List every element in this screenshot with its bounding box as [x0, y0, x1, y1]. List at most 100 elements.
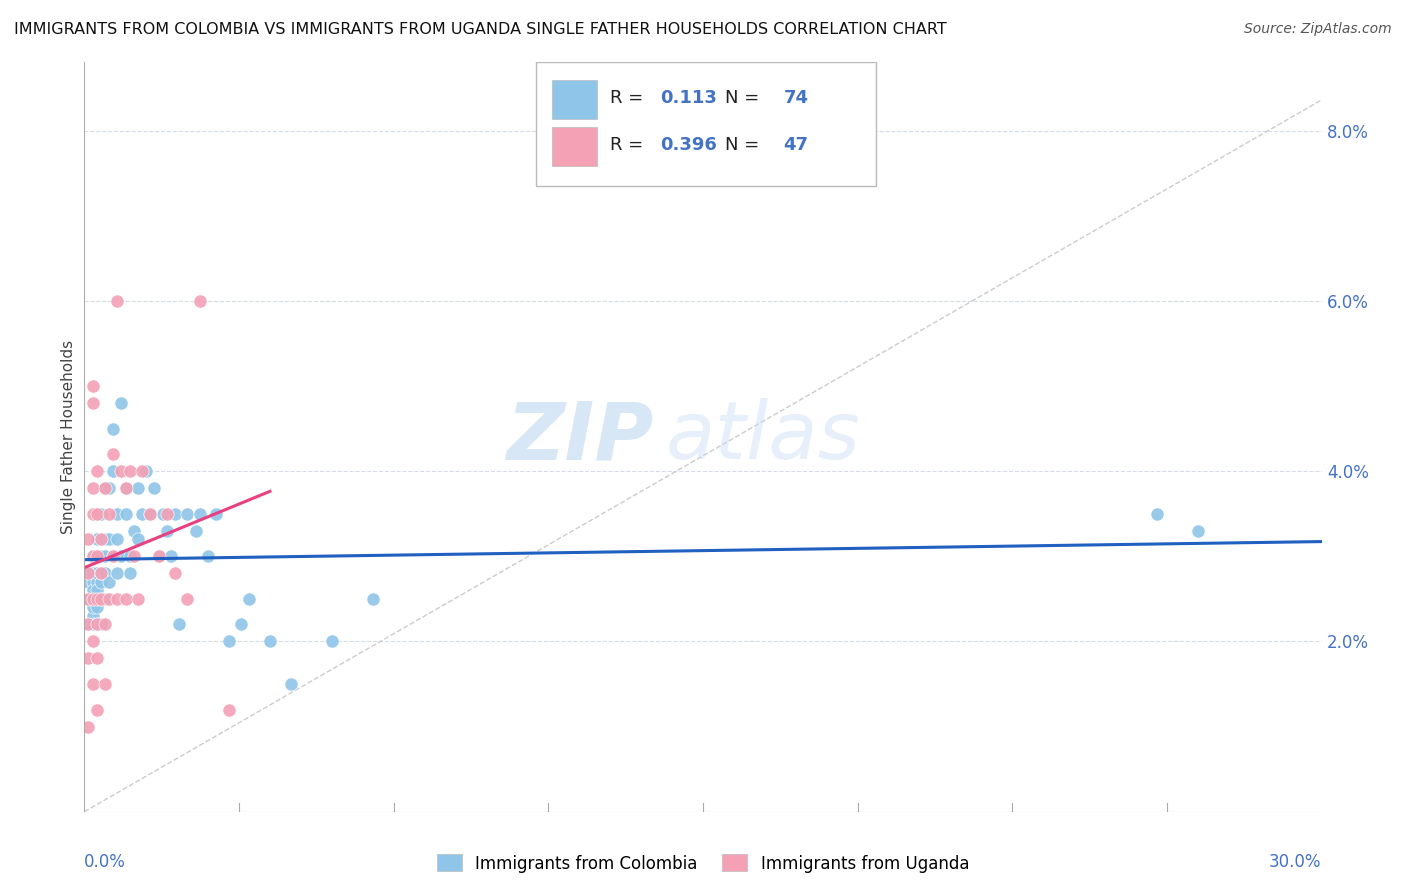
Point [105, 566, 128, 581]
Point [118, 566, 141, 581]
Point [184, 524, 207, 538]
Point [86, 617, 108, 632]
Point [218, 702, 240, 716]
Point [94, 566, 117, 581]
Point [103, 421, 125, 435]
Point [152, 507, 174, 521]
Point [90, 591, 112, 606]
Point [165, 507, 187, 521]
Point [98, 533, 121, 547]
FancyBboxPatch shape [553, 80, 596, 119]
Point [98, 574, 121, 589]
Point [103, 447, 125, 461]
Text: N =: N = [725, 136, 765, 153]
Point [118, 464, 141, 478]
Point [259, 634, 281, 648]
Point [176, 507, 198, 521]
Point [86, 533, 108, 547]
Point [82, 591, 104, 606]
Point [94, 617, 117, 632]
Point [188, 293, 211, 308]
Point [114, 507, 136, 521]
Text: atlas: atlas [666, 398, 860, 476]
Point [143, 481, 166, 495]
Point [82, 677, 104, 691]
Text: 30.0%: 30.0% [1270, 853, 1322, 871]
Point [82, 583, 104, 598]
Point [86, 651, 108, 665]
Point [98, 507, 121, 521]
Point [156, 524, 179, 538]
Point [131, 464, 153, 478]
FancyBboxPatch shape [536, 62, 876, 186]
Point [197, 549, 219, 564]
Point [82, 481, 104, 495]
Point [82, 608, 104, 623]
Point [82, 396, 104, 410]
Point [86, 549, 108, 564]
Point [82, 591, 104, 606]
Point [110, 549, 132, 564]
Point [90, 574, 112, 589]
Point [110, 464, 132, 478]
Text: ZIP: ZIP [506, 398, 654, 476]
Point [98, 481, 121, 495]
Point [94, 549, 117, 564]
Point [77, 591, 100, 606]
Point [139, 507, 162, 521]
Text: 0.113: 0.113 [659, 88, 717, 107]
Point [98, 591, 121, 606]
Point [205, 507, 228, 521]
Point [90, 549, 112, 564]
Point [82, 379, 104, 393]
Point [188, 507, 211, 521]
Point [77, 566, 100, 581]
Point [238, 591, 260, 606]
Point [114, 481, 136, 495]
Point [156, 507, 179, 521]
Point [86, 574, 108, 589]
Point [86, 464, 108, 478]
Point [103, 464, 125, 478]
Point [90, 617, 112, 632]
Point [77, 651, 100, 665]
Point [114, 481, 136, 495]
Point [127, 591, 149, 606]
Y-axis label: Single Father Households: Single Father Households [60, 340, 76, 534]
Point [82, 591, 104, 606]
Text: R =: R = [610, 88, 650, 107]
Point [86, 591, 108, 606]
FancyBboxPatch shape [553, 128, 596, 166]
Point [135, 464, 157, 478]
Point [82, 617, 104, 632]
Point [110, 396, 132, 410]
Point [82, 507, 104, 521]
Point [82, 566, 104, 581]
Point [86, 600, 108, 615]
Point [77, 591, 100, 606]
Point [77, 574, 100, 589]
Point [148, 549, 170, 564]
Point [122, 524, 145, 538]
Text: IMMIGRANTS FROM COLOMBIA VS IMMIGRANTS FROM UGANDA SINGLE FATHER HOUSEHOLDS CORR: IMMIGRANTS FROM COLOMBIA VS IMMIGRANTS F… [14, 22, 946, 37]
Point [105, 507, 128, 521]
Point [82, 634, 104, 648]
Point [77, 617, 100, 632]
Point [86, 591, 108, 606]
Point [94, 533, 117, 547]
Point [1187, 524, 1209, 538]
Point [94, 677, 117, 691]
Text: Source: ZipAtlas.com: Source: ZipAtlas.com [1244, 22, 1392, 37]
Point [218, 634, 240, 648]
Point [90, 566, 112, 581]
Text: R =: R = [610, 136, 650, 153]
Point [86, 549, 108, 564]
Point [103, 549, 125, 564]
Point [82, 600, 104, 615]
Text: N =: N = [725, 88, 765, 107]
Point [118, 549, 141, 564]
Point [127, 481, 149, 495]
Point [1146, 507, 1168, 521]
Point [86, 702, 108, 716]
Point [82, 549, 104, 564]
